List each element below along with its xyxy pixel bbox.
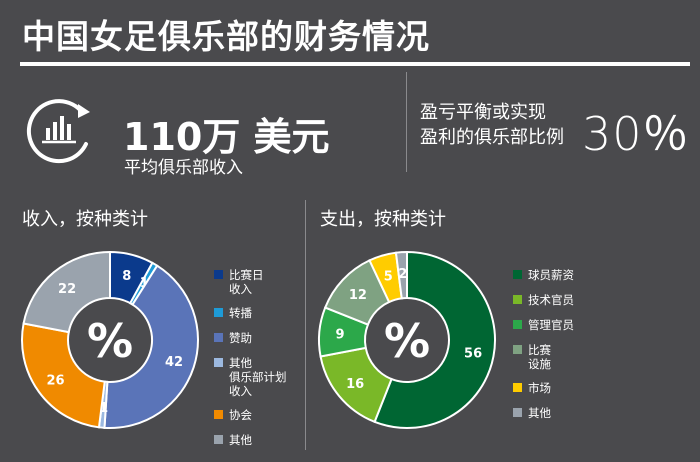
income-legend-swatch-3 — [214, 358, 223, 367]
expense-slice-label-1: 16 — [346, 377, 364, 392]
expense-slice-0 — [373, 250, 496, 429]
income-chart-title: 收入，按种类计 — [22, 209, 148, 230]
expense-legend-item-3: 比赛 设施 — [513, 343, 574, 371]
expense-slice-label-2: 9 — [335, 328, 344, 343]
expense-legend-item-1: 技术官员 — [513, 293, 574, 307]
income-legend-label-4: 协会 — [229, 408, 252, 422]
income-slice-label-3: 1 — [99, 401, 108, 416]
income-slice-2 — [103, 264, 199, 429]
expense-slice-label-4: 5 — [384, 269, 393, 284]
income-legend-swatch-5 — [214, 435, 223, 444]
income-legend-label-3: 其他 俱乐部计划 收入 — [229, 356, 287, 398]
income-legend-item-0: 比赛日 收入 — [214, 268, 287, 296]
income-slice-label-5: 22 — [58, 282, 76, 297]
title-underline — [20, 62, 690, 66]
expense-legend-label-0: 球员薪资 — [528, 268, 574, 282]
income-center-label: % — [87, 314, 133, 368]
average-income-label: 平均俱乐部收入 — [124, 158, 243, 178]
income-slice-label-2: 42 — [165, 355, 183, 370]
expense-chart-title: 支出，按种类计 — [320, 209, 446, 230]
expense-center-label: % — [384, 314, 430, 368]
income-center-hole — [70, 300, 150, 380]
income-legend-swatch-4 — [214, 410, 223, 419]
expense-legend-label-3: 比赛 设施 — [528, 343, 551, 371]
profitable-ratio-label-line2: 盈利的俱乐部比例 — [420, 127, 564, 148]
expense-legend-label-1: 技术官员 — [528, 293, 574, 307]
expense-legend-swatch-1 — [513, 295, 522, 304]
income-legend: 比赛日 收入转播赞助其他 俱乐部计划 收入协会其他 — [214, 268, 287, 458]
income-slice-5 — [22, 250, 111, 334]
income-legend-label-2: 赞助 — [229, 331, 252, 345]
income-legend-item-2: 赞助 — [214, 331, 287, 345]
average-income-value: 110万 美元 — [123, 115, 330, 159]
charts-divider — [305, 200, 306, 450]
expense-slice-label-0: 56 — [464, 347, 482, 362]
expense-legend-swatch-3 — [513, 345, 522, 354]
expense-legend-label-2: 管理官员 — [528, 318, 574, 332]
income-slice-4 — [21, 322, 106, 429]
expense-legend-item-2: 管理官员 — [513, 318, 574, 332]
expense-slice-label-3: 12 — [349, 288, 367, 303]
profitable-ratio-value: 30％ — [582, 107, 690, 161]
expense-legend: 球员薪资技术官员管理官员比赛 设施市场其他 — [513, 268, 574, 431]
income-slice-label-0: 8 — [122, 269, 131, 284]
summary-divider — [406, 72, 407, 172]
income-legend-item-5: 其他 — [214, 433, 287, 447]
income-legend-swatch-1 — [214, 308, 223, 317]
expense-center-hole — [367, 300, 447, 380]
expense-legend-label-4: 市场 — [528, 381, 551, 395]
income-legend-item-4: 协会 — [214, 408, 287, 422]
expense-legend-item-5: 其他 — [513, 406, 574, 420]
expense-legend-swatch-2 — [513, 320, 522, 329]
expense-legend-item-0: 球员薪资 — [513, 268, 574, 282]
expense-slice-5 — [394, 250, 408, 300]
profitable-ratio-label: 盈亏平衡或实现 盈利的俱乐部比例 — [420, 100, 564, 150]
expense-legend-item-4: 市场 — [513, 381, 574, 395]
income-legend-label-5: 其他 — [229, 433, 252, 447]
expense-legend-swatch-5 — [513, 408, 522, 417]
expense-legend-swatch-0 — [513, 270, 522, 279]
income-legend-swatch-2 — [214, 333, 223, 342]
income-legend-label-1: 转播 — [229, 306, 252, 320]
bar-chart-refresh-icon — [26, 99, 90, 164]
expense-donut-chart: 56 16 9 12 5 2% — [318, 250, 496, 429]
income-legend-item-1: 转播 — [214, 306, 287, 320]
income-legend-swatch-0 — [214, 270, 223, 279]
income-slice-label-4: 26 — [47, 374, 65, 389]
income-legend-item-3: 其他 俱乐部计划 收入 — [214, 356, 287, 398]
income-legend-label-0: 比赛日 收入 — [229, 268, 264, 296]
income-slice-label-1: 1 — [140, 276, 149, 291]
page-title: 中国女足俱乐部的财务情况 — [22, 17, 430, 56]
expense-legend-swatch-4 — [513, 383, 522, 392]
profitable-ratio-label-line1: 盈亏平衡或实现 — [420, 102, 546, 123]
expense-slice-label-5: 2 — [398, 267, 407, 282]
expense-legend-label-5: 其他 — [528, 406, 551, 420]
